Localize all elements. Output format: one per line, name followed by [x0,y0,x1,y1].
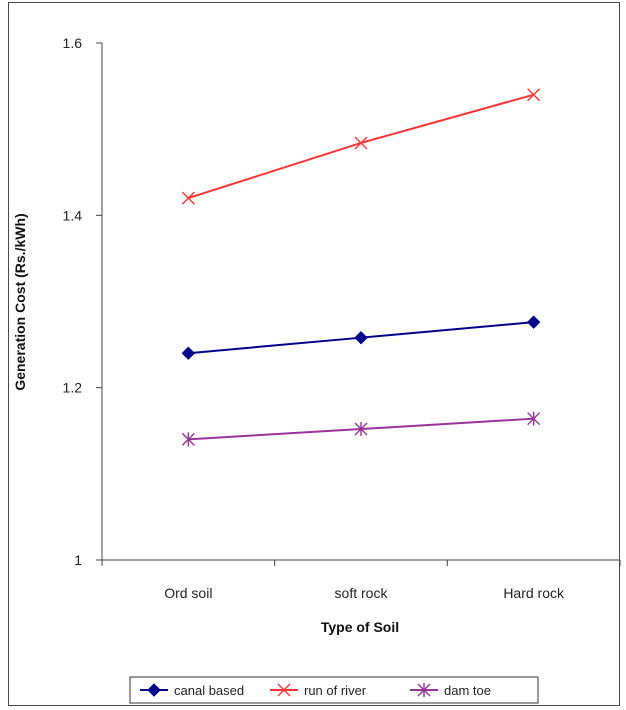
x-axis-title: Type of Soil [321,619,399,635]
legend-box [129,676,539,704]
legend-swatch-marker [147,683,161,697]
legend-label: run of river [304,683,367,698]
series-line [188,93,534,200]
legend-label: canal based [174,683,244,698]
legend-label: dam toe [444,683,491,698]
chart-frame [8,2,620,706]
y-tick-label: 1.2 [63,380,83,396]
legend-item: run of river [270,683,367,698]
data-point [526,315,541,329]
legend: canal based run of river dam toe [129,676,539,704]
y-axis-title: Generation Cost (Rs./kWh) [12,213,28,390]
legend-swatch-marker [417,683,431,697]
legend-item: dam toe [410,683,491,698]
x-tick-label: Ord soil [164,585,212,601]
data-point [354,136,368,150]
data-point [181,191,195,205]
series-layer [181,88,541,447]
data-point [354,330,368,345]
data-point [181,432,195,447]
axes [96,42,621,566]
data-point [181,346,196,360]
x-tick-labels: Ord soil soft rock Hard rock [164,585,565,601]
x-tick-label: soft rock [335,585,389,601]
x-tick-label: Hard rock [503,585,565,601]
legend-swatch-marker [277,683,291,697]
data-point [354,422,368,437]
series-canal-based [181,315,541,360]
series-run-of-river [181,88,541,205]
y-tick-labels: 1 1.2 1.4 1.6 [63,35,83,568]
data-point [527,411,541,426]
y-tick-label: 1 [74,552,82,568]
y-tick-label: 1.4 [63,207,83,223]
data-point [527,88,541,102]
y-tick-label: 1.6 [63,35,83,51]
legend-item: canal based [140,683,244,698]
series-dam-toe [181,411,541,447]
